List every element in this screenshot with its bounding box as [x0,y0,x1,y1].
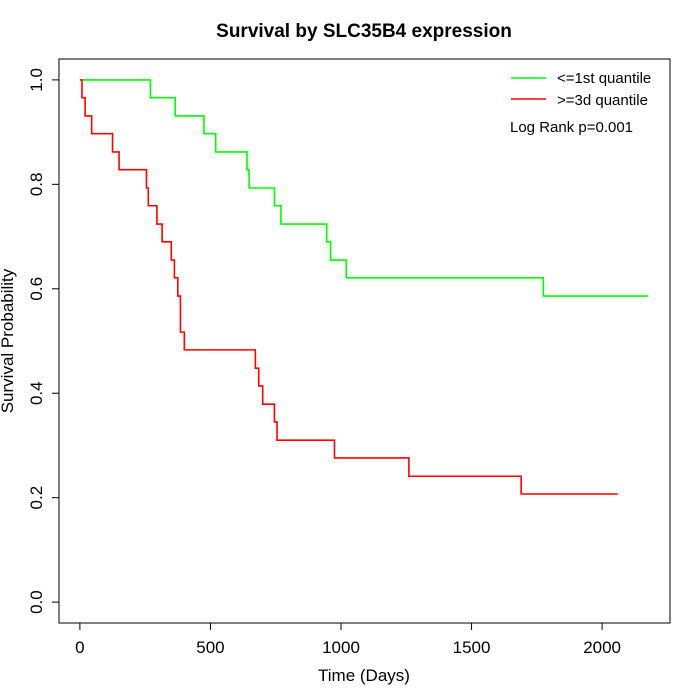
x-tick-label: 2000 [583,638,621,657]
y-tick-label: 0.2 [27,486,46,510]
y-tick-label: 0.4 [27,381,46,405]
y-tick-label: 0.6 [27,277,46,301]
legend-label-high: >=3d quantile [557,92,648,109]
x-tick-label: 1500 [453,638,491,657]
y-tick-label: 0.0 [27,590,46,614]
y-tick-label: 0.8 [27,173,46,197]
y-tick-label: 1.0 [27,68,46,92]
x-tick-label: 500 [196,638,224,657]
x-tick-label: 0 [75,638,84,657]
legend-label-low: <=1st quantile [557,70,651,87]
y-axis-label: Survival Probability [0,268,17,413]
y-axis: 0.0 0.2 0.4 0.6 0.8 1.0 [27,68,60,614]
x-axis-label: Time (Days) [318,666,410,685]
series-line-low-expression [79,79,648,297]
series-layer [79,79,648,495]
log-rank-annotation: Log Rank p=0.001 [510,119,633,136]
legend: <=1st quantile >=3d quantile Log Rank p=… [510,70,651,136]
chart-title: Survival by SLC35B4 expression [216,21,512,42]
x-axis: 0 500 1000 1500 2000 [75,622,621,657]
x-tick-label: 1000 [322,638,360,657]
series-line-high-expression [79,79,618,495]
